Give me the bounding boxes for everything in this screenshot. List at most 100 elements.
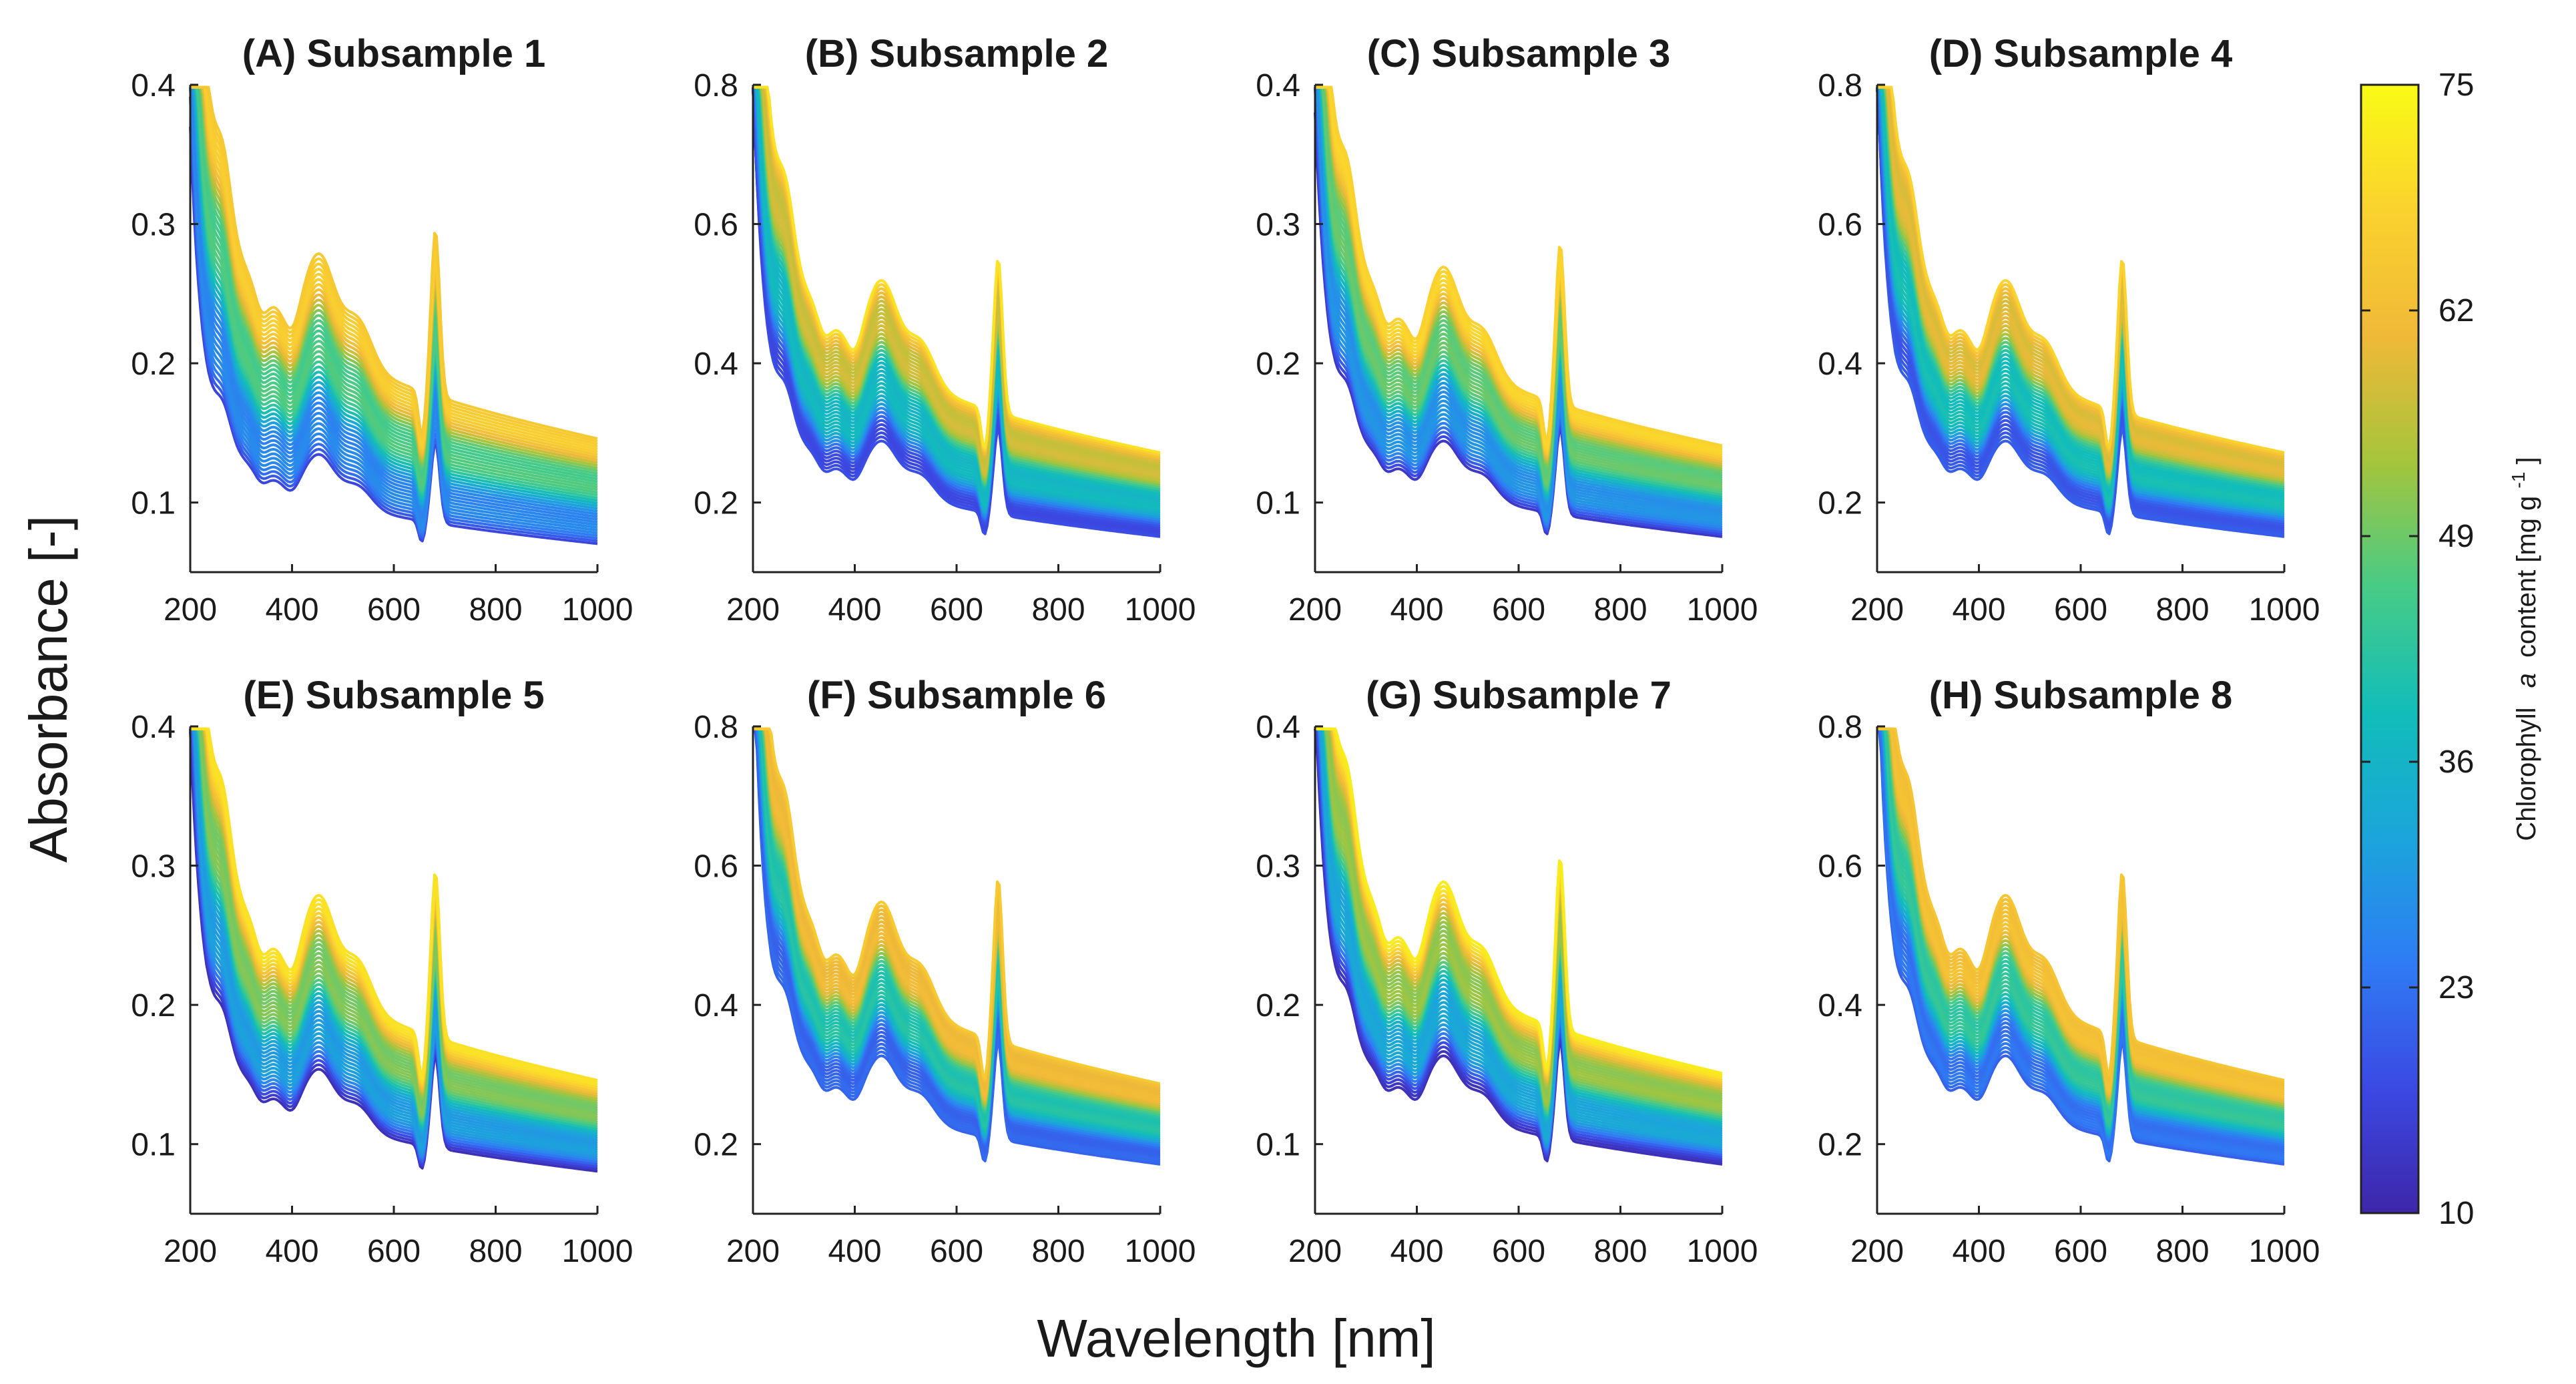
panel-g: (G) Subsample 7 200 400 600 800 1000 0.1 0.2 0.3… [1256,674,1758,1269]
spectrum-line [753,727,1161,1131]
spectrum-line [1314,728,1723,1166]
spectrum-line [1315,727,1723,1110]
y-tick-label: 0.4 [1818,347,1862,382]
spectrum-line [190,85,598,489]
spectrum-line [1877,85,2285,508]
spectrum-line [753,727,1161,1150]
spectrum-line [1315,727,1723,1147]
spectrum-line [1877,85,2285,476]
spectrum-line [1315,85,1723,508]
spectrum-line [753,727,1161,1160]
spectrum-line [190,727,598,1103]
spectrum-line [753,727,1161,1139]
spectrum-line [1315,85,1723,510]
spectrum-line [753,85,1161,495]
x-tick-label: 200 [726,1234,780,1269]
spectrum-line [190,85,598,524]
spectrum-line [190,85,598,510]
colorbar-title-italic: a [2512,673,2541,688]
spectrum-line [1877,85,2285,469]
spectrum-line [753,85,1161,517]
spectrum-line [753,727,1161,1116]
spectrum-line [753,85,1161,473]
x-tick-label: 600 [2054,592,2107,628]
panel-b: (B) Subsample 2 200 400 600 800 1000 0.2 0.4 0.6… [694,32,1196,628]
spectrum-line [1877,85,2285,510]
spectrum-line [1877,85,2285,480]
x-tick-label: 800 [2155,592,2209,628]
spectrum-line [753,727,1161,1162]
spectrum-line [753,85,1161,454]
spectrum-line [752,87,1161,527]
spectrum-line [190,727,598,1156]
spectrum-line [1315,727,1723,1105]
spectrum-line [1877,85,2285,501]
spectrum-line [752,87,1161,534]
spectrum-line [1315,85,1723,501]
spectrum-line [190,85,598,465]
spectrum-line [1877,727,2285,1123]
spectrum-line [1315,727,1723,1124]
y-tick-label: 0.4 [131,710,176,745]
spectrum-line [1877,727,2285,1134]
spectrum-line [1315,85,1723,463]
y-tick-label: 0.2 [1818,486,1862,521]
spectrum-line [190,727,598,1131]
spectrum-line [753,85,1161,523]
spectrum-line [1315,727,1723,1142]
spectrum-line [1314,86,1723,531]
panel-title: (D) Subsample 4 [1929,32,2232,75]
y-tick-label: 0.1 [1256,486,1300,521]
y-tick-label: 0.6 [1818,208,1862,243]
curves [1314,727,1723,1166]
x-tick-label: 1000 [2249,592,2320,628]
colorbar-title: Chlorophyll a content [mg g -1 ] [2501,457,2541,841]
spectrum-line [753,85,1161,519]
spectrum-line [1315,85,1723,524]
spectrum-line [190,85,598,462]
spectrum-line [189,728,598,1168]
spectrum-line [190,85,598,457]
spectrum-line [1315,85,1723,447]
spectrum-line [1876,87,2285,536]
spectrum-line [1877,85,2285,482]
spectrum-line [1315,727,1723,1091]
spectrum-line [1877,85,2285,454]
spectrum-line [1315,85,1723,519]
spectrum-line [190,727,598,1154]
spectrum-line [1315,85,1723,466]
spectrum-line [1315,85,1723,489]
spectrum-line [1314,87,1723,536]
colorbar-title-prefix: Chlorophyll [2512,708,2541,841]
spectrum-line [190,85,598,494]
spectrum-line [190,727,598,1140]
spectrum-line [752,87,1161,529]
spectrum-line [1877,727,2285,1155]
x-tick-label: 200 [164,1234,217,1269]
spectrum-line [752,87,1161,525]
spectrum-line [189,87,598,537]
spectrum-line [190,85,598,446]
spectrum-line [1877,85,2285,471]
y-tick-label: 0.4 [1256,710,1300,745]
panel-title: (G) Subsample 7 [1366,674,1671,717]
spectrum-line [753,85,1161,504]
spectrum-line [190,727,598,1084]
spectrum-line [190,85,598,483]
spectrum-line [1315,85,1723,449]
spectrum-line [753,85,1161,508]
y-tick-label: 0.4 [1256,68,1300,103]
x-tick-label: 400 [828,1234,881,1269]
x-tick-label: 400 [265,1234,318,1269]
spectrum-line [1877,727,2285,1082]
y-tick-label: 0.3 [1256,208,1300,243]
spectrum-line [1877,85,2285,487]
spectrum-line [190,727,598,1089]
curves [189,85,598,545]
y-tick-label: 0.3 [131,208,176,243]
spectrum-line [190,85,598,459]
spectrum-line [1877,727,2285,1162]
spectrum-line [1877,727,2285,1125]
spectrum-line [1877,85,2285,499]
spectrum-line [753,727,1161,1133]
